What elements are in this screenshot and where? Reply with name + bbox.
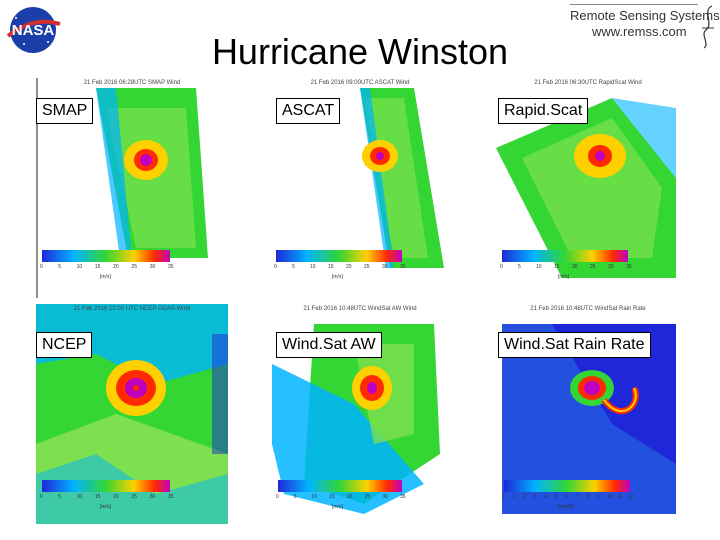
colorbar-unit: [m/s] — [332, 504, 343, 510]
rss-name: Remote Sensing Systems — [570, 8, 720, 23]
colorbar-tick: 35 — [626, 264, 632, 270]
panel-title: 21 Feb 2016 06:30UTC RapidScat Wind — [534, 80, 642, 86]
colorbar-tick: 6 — [565, 494, 568, 500]
colorbar-tick: 9 — [596, 494, 600, 500]
colorbar-tick: 0 — [40, 264, 43, 270]
wind-map — [492, 78, 684, 298]
panel-title: 21 Feb 2016 06:28UTC SMAP Wind — [83, 80, 181, 86]
colorbar-tick: 0 — [500, 264, 503, 270]
colorbar-tick: 15 — [94, 264, 101, 270]
colorbar-tick: 8 — [586, 494, 589, 500]
colorbar-tick: 5 — [292, 264, 295, 270]
colorbar-tick: 1 — [512, 494, 516, 500]
panel-title: 21 Feb 2016 10:48UTC WindSat AW Wind — [303, 306, 417, 312]
nasa-logo: NASA — [6, 7, 61, 53]
colorbar-unit: [m/s] — [100, 504, 111, 510]
colorbar-tick: 25 — [131, 494, 137, 500]
colorbar-tick: 20 — [346, 494, 353, 500]
panel-label: ASCAT — [276, 98, 341, 124]
nasa-logo-text: NASA — [12, 22, 55, 39]
colorbar-tick: 0 — [274, 264, 277, 270]
colorbar-tick: 35 — [168, 494, 174, 500]
colorbar-tick: 7 — [575, 494, 579, 500]
colorbar-tick: 20 — [113, 494, 119, 500]
panel-windsat-aw: 21 Feb 2016 10:48UTC WindSat AW Wind [m/… — [264, 304, 456, 524]
colorbar-tick: 30 — [382, 494, 388, 500]
colorbar-tick: 5 — [554, 494, 558, 500]
panel-rapidscat: 21 Feb 2016 06:30UTC RapidScat Wind [m/s… — [492, 78, 684, 298]
colorbar-tick: 35 — [168, 264, 174, 270]
panel-title: 21 Feb 2016 12:00 UTC NCEP GDAS Wind — [73, 306, 191, 312]
colorbar-tick: 0 — [502, 494, 505, 500]
colorbar-tick: 3 — [533, 494, 537, 500]
colorbar-tick: 5 — [58, 494, 62, 500]
panel-windsat-rain: 21 Feb 2016 10:48UTC WindSat Rain Rate [… — [492, 304, 684, 524]
panel-title: 21 Feb 2016 09:00UTC ASCAT Wind — [310, 80, 410, 86]
colorbar-tick: 0 — [40, 494, 43, 500]
colorbar-unit: [m/s] — [558, 274, 569, 280]
colorbar-tick: 35 — [400, 264, 406, 270]
wind-map — [36, 78, 228, 298]
panel-ascat: 21 Feb 2016 09:00UTC ASCAT Wind [m/s] AS… — [264, 78, 456, 298]
panel-label: Rapid.Scat — [498, 98, 589, 124]
colorbar-tick: 12 — [628, 494, 634, 500]
rss-url: www.remss.com — [592, 24, 687, 39]
colorbar-unit: [mm/h] — [558, 504, 574, 510]
panel-ncep: 21 Feb 2016 12:00 UTC NCEP GDAS Wind [m/… — [36, 304, 228, 524]
colorbar-tick: 10 — [76, 494, 83, 500]
colorbar-tick: 10 — [310, 264, 316, 270]
slide-title: Hurricane Winston — [211, 31, 509, 72]
colorbar-tick: 10 — [536, 264, 542, 270]
colorbar-tick: 25 — [131, 264, 137, 270]
colorbar-tick: 20 — [346, 264, 352, 270]
panel-label: SMAP — [36, 98, 94, 124]
panel-label: NCEP — [36, 332, 93, 358]
colorbar-tick: 35 — [400, 494, 406, 500]
colorbar-tick: 10 — [607, 494, 613, 500]
colorbar-tick: 2 — [523, 494, 526, 500]
rss-swirl-icon — [702, 5, 714, 49]
colorbar-tick: 5 — [58, 264, 62, 270]
rss-logo: Remote Sensing Systems www.remss.com — [568, 4, 720, 50]
colorbar-unit: [m/s] — [100, 274, 111, 280]
colorbar-tick: 25 — [590, 264, 596, 270]
panel-smap: 21 Feb 2016 06:28UTC SMAP Wind [m/s] SMA… — [36, 78, 228, 298]
colorbar-tick: 20 — [113, 264, 119, 270]
colorbar-tick: 4 — [544, 494, 547, 500]
colorbar-tick: 10 — [311, 494, 317, 500]
colorbar-tick: 5 — [518, 264, 521, 270]
colorbar-tick: 25 — [364, 264, 370, 270]
colorbar-tick: 30 — [608, 264, 614, 270]
colorbar-tick: 11 — [617, 494, 623, 500]
panel-label: Wind.Sat AW — [276, 332, 382, 358]
colorbar-unit: [m/s] — [332, 274, 343, 280]
colorbar-tick: 25 — [364, 494, 371, 500]
colorbar-tick: 30 — [149, 494, 156, 500]
colorbar-tick: 15 — [554, 264, 560, 270]
panel-label: Wind.Sat Rain Rate — [498, 332, 651, 358]
colorbar-tick: 20 — [572, 264, 578, 270]
colorbar-tick: 15 — [328, 264, 334, 270]
colorbar-tick: 15 — [94, 494, 101, 500]
colorbar-tick: 30 — [382, 264, 388, 270]
colorbar-tick: 5 — [293, 494, 297, 500]
colorbar-tick: 10 — [76, 264, 83, 270]
rss-logo-rule — [570, 4, 698, 5]
colorbar-tick: 0 — [276, 494, 279, 500]
panel-title: 21 Feb 2016 10:48UTC WindSat Rain Rate — [530, 306, 646, 312]
colorbar-tick: 30 — [149, 264, 156, 270]
colorbar-tick: 15 — [329, 494, 335, 500]
